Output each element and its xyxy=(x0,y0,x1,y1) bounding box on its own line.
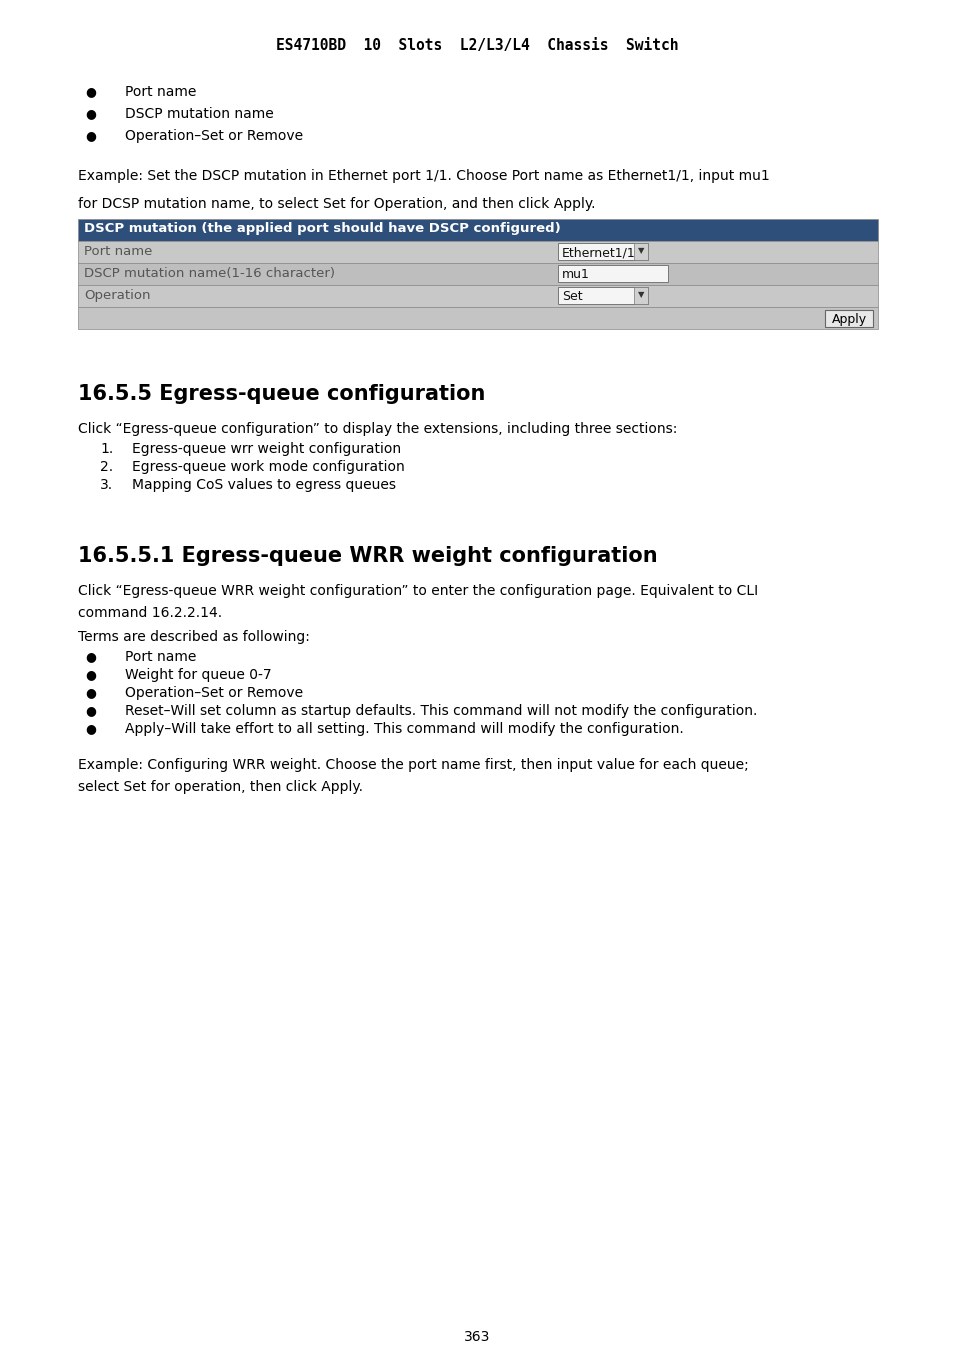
Text: ●: ● xyxy=(85,686,95,698)
Text: ●: ● xyxy=(85,128,95,142)
Text: Click “Egress-queue configuration” to display the extensions, including three se: Click “Egress-queue configuration” to di… xyxy=(78,422,677,436)
Text: Port name: Port name xyxy=(125,650,196,663)
Text: Example: Configuring WRR weight. Choose the port name first, then input value fo: Example: Configuring WRR weight. Choose … xyxy=(78,758,748,771)
Text: Mapping CoS values to egress queues: Mapping CoS values to egress queues xyxy=(132,478,395,492)
Bar xyxy=(78,285,877,307)
Text: Reset–Will set column as startup defaults. This command will not modify the conf: Reset–Will set column as startup default… xyxy=(125,704,757,717)
Text: DSCP mutation (the applied port should have DSCP configured): DSCP mutation (the applied port should h… xyxy=(84,222,560,235)
Text: Port name: Port name xyxy=(125,85,196,99)
Text: 1.: 1. xyxy=(100,442,113,457)
Text: ●: ● xyxy=(85,650,95,663)
Bar xyxy=(558,286,647,304)
Text: DSCP mutation name: DSCP mutation name xyxy=(125,107,274,122)
Text: Operation–Set or Remove: Operation–Set or Remove xyxy=(125,686,303,700)
Text: Apply: Apply xyxy=(831,312,865,326)
Text: for DCSP mutation name, to select Set for Operation, and then click Apply.: for DCSP mutation name, to select Set fo… xyxy=(78,197,595,211)
Text: DSCP mutation name(1-16 character): DSCP mutation name(1-16 character) xyxy=(84,267,335,280)
Text: 3.: 3. xyxy=(100,478,113,492)
Text: ●: ● xyxy=(85,107,95,120)
Text: Port name: Port name xyxy=(84,245,152,258)
Text: Operation: Operation xyxy=(84,289,151,303)
Bar xyxy=(78,307,877,330)
Text: Click “Egress-queue WRR weight configuration” to enter the configuration page. E: Click “Egress-queue WRR weight configura… xyxy=(78,584,758,598)
Text: command 16.2.2.14.: command 16.2.2.14. xyxy=(78,607,222,620)
Text: ●: ● xyxy=(85,721,95,735)
Text: Egress-queue wrr weight configuration: Egress-queue wrr weight configuration xyxy=(132,442,400,457)
Text: Egress-queue work mode configuration: Egress-queue work mode configuration xyxy=(132,459,404,474)
Text: 2.: 2. xyxy=(100,459,113,474)
Bar xyxy=(824,309,872,327)
Text: ES4710BD  10  Slots  L2/L3/L4  Chassis  Switch: ES4710BD 10 Slots L2/L3/L4 Chassis Switc… xyxy=(275,38,678,53)
Text: 16.5.5 Egress-queue configuration: 16.5.5 Egress-queue configuration xyxy=(78,384,485,404)
Bar xyxy=(634,243,647,259)
Text: ▼: ▼ xyxy=(638,290,643,299)
Text: ●: ● xyxy=(85,85,95,99)
Text: 363: 363 xyxy=(463,1329,490,1344)
Text: Example: Set the DSCP mutation in Ethernet port 1/1. Choose Port name as Etherne: Example: Set the DSCP mutation in Ethern… xyxy=(78,169,769,182)
Text: Operation–Set or Remove: Operation–Set or Remove xyxy=(125,128,303,143)
Text: Terms are described as following:: Terms are described as following: xyxy=(78,630,310,644)
Text: Ethernet1/1: Ethernet1/1 xyxy=(561,246,635,259)
Bar xyxy=(78,240,877,263)
Text: ●: ● xyxy=(85,667,95,681)
Text: ●: ● xyxy=(85,704,95,717)
Bar xyxy=(78,219,877,240)
Text: Set: Set xyxy=(561,290,582,303)
Text: Apply–Will take effort to all setting. This command will modify the configuratio: Apply–Will take effort to all setting. T… xyxy=(125,721,683,736)
Text: Weight for queue 0-7: Weight for queue 0-7 xyxy=(125,667,272,682)
Text: mu1: mu1 xyxy=(561,267,589,281)
Bar xyxy=(78,263,877,285)
Bar xyxy=(634,286,647,304)
Text: ▼: ▼ xyxy=(638,246,643,255)
Text: 16.5.5.1 Egress-queue WRR weight configuration: 16.5.5.1 Egress-queue WRR weight configu… xyxy=(78,546,657,566)
Bar xyxy=(558,265,667,282)
Text: select Set for operation, then click Apply.: select Set for operation, then click App… xyxy=(78,780,363,794)
Bar xyxy=(558,243,647,259)
